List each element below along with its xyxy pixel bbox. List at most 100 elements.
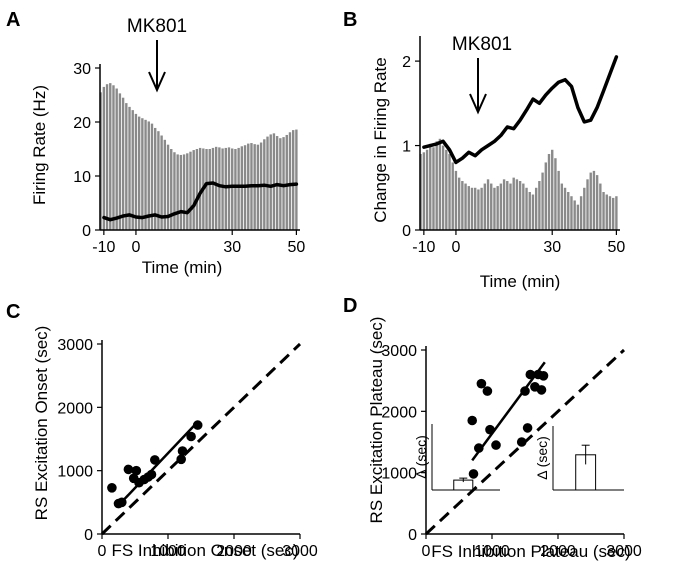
histogram-bar xyxy=(457,177,461,230)
histogram-bar xyxy=(522,183,525,230)
data-point xyxy=(525,369,536,380)
histogram-bar xyxy=(288,132,292,230)
histogram-bar xyxy=(192,150,195,230)
histogram-bar xyxy=(605,194,608,230)
histogram-bar xyxy=(438,138,442,230)
panel-c-xlabel: FS Inhibition Onset (sec) xyxy=(111,541,298,560)
histogram-bar xyxy=(166,144,170,230)
histogram-bar xyxy=(154,127,157,230)
histogram-bar xyxy=(538,181,541,230)
histogram-bar xyxy=(467,186,470,230)
panel-c-inset: Δ (sec) xyxy=(413,424,500,491)
data-point xyxy=(485,424,495,435)
data-point xyxy=(522,423,533,433)
data-point xyxy=(468,469,479,479)
x-tick-label: 2000 xyxy=(216,543,252,560)
histogram-bar xyxy=(547,154,551,230)
histogram-bar xyxy=(576,204,580,230)
histogram-bar xyxy=(563,187,567,230)
histogram-bar xyxy=(583,187,586,230)
histogram-bar xyxy=(208,149,211,230)
panel-a-mk801-arrow xyxy=(148,40,166,93)
y-tick-label: 1000 xyxy=(381,466,417,483)
histogram-bar xyxy=(144,119,147,230)
histogram-bar xyxy=(554,158,557,230)
histogram-bar xyxy=(515,179,519,230)
data-point xyxy=(150,455,160,465)
histogram-bar xyxy=(112,85,115,230)
data-point xyxy=(186,431,196,442)
data-point xyxy=(474,443,484,453)
histogram-bar xyxy=(528,192,531,230)
histogram-bar xyxy=(205,149,208,230)
y-tick-label: 2 xyxy=(402,54,411,71)
histogram-bar xyxy=(448,154,451,230)
panel-c-points xyxy=(107,420,203,509)
histogram-bar xyxy=(499,183,503,230)
data-point xyxy=(538,371,549,381)
panel-c-ticks: 0 1000 2000 3000 0 1000 2000 3000 xyxy=(57,337,317,560)
panel-d-points xyxy=(467,369,549,479)
histogram-bar xyxy=(179,154,183,230)
panel-d-axes xyxy=(425,346,624,535)
histogram-bar xyxy=(602,192,605,230)
histogram-bar xyxy=(595,175,599,230)
histogram-bar xyxy=(163,139,167,230)
data-point xyxy=(107,483,117,493)
histogram-bar xyxy=(592,170,596,230)
histogram-bar xyxy=(586,179,589,230)
x-tick-label: -10 xyxy=(92,239,115,256)
histogram-bar xyxy=(441,145,445,230)
y-tick-label: 0 xyxy=(82,223,91,240)
histogram-bar xyxy=(109,83,112,231)
histogram-bar xyxy=(541,172,544,230)
panel-b-mk801-label: MK801 xyxy=(452,34,512,55)
histogram-bar xyxy=(285,134,288,230)
histogram-bar xyxy=(115,88,118,231)
histogram-bar xyxy=(490,183,493,230)
histogram-bar xyxy=(295,129,298,230)
histogram-bar xyxy=(496,186,499,230)
panel-a-bars xyxy=(99,83,298,231)
y-tick-label: 0 xyxy=(408,527,417,544)
histogram-bar xyxy=(567,192,570,230)
histogram-bar xyxy=(198,147,202,230)
histogram-bar xyxy=(173,152,176,230)
histogram-bar xyxy=(470,187,474,230)
histogram-bar xyxy=(211,147,215,230)
histogram-bar xyxy=(237,147,240,230)
histogram-bar xyxy=(189,151,192,230)
histogram-bar xyxy=(518,181,522,230)
data-point xyxy=(131,465,142,476)
histogram-bar xyxy=(137,116,141,230)
x-tick-label: 0 xyxy=(131,239,140,256)
panel-d-inset: Δ (sec) xyxy=(534,426,624,491)
histogram-bar xyxy=(509,183,512,230)
data-point xyxy=(467,415,478,426)
panel-label-c: C xyxy=(6,301,20,323)
x-tick-label: 50 xyxy=(287,239,305,256)
data-point xyxy=(476,378,487,389)
y-tick-label: 0 xyxy=(84,527,93,544)
histogram-bar xyxy=(269,134,272,230)
x-tick-label: 50 xyxy=(607,239,625,256)
histogram-bar xyxy=(182,154,186,230)
data-point xyxy=(516,437,527,447)
histogram-bar xyxy=(483,183,487,230)
histogram-bar xyxy=(525,187,528,230)
x-tick-label: 2000 xyxy=(540,543,576,560)
histogram-bar xyxy=(240,146,244,230)
histogram-bar xyxy=(425,149,429,230)
unity-dashed-line xyxy=(100,342,302,536)
histogram-bar xyxy=(429,143,432,230)
histogram-bar xyxy=(493,187,496,230)
histogram-bar xyxy=(486,179,490,230)
panel-label-b: B xyxy=(343,9,357,31)
y-tick-label: 3000 xyxy=(381,343,417,360)
histogram-bar xyxy=(474,187,477,230)
panel-b-mk801-arrow xyxy=(469,58,487,115)
data-point xyxy=(117,497,127,508)
x-tick-label: 3000 xyxy=(606,543,642,560)
